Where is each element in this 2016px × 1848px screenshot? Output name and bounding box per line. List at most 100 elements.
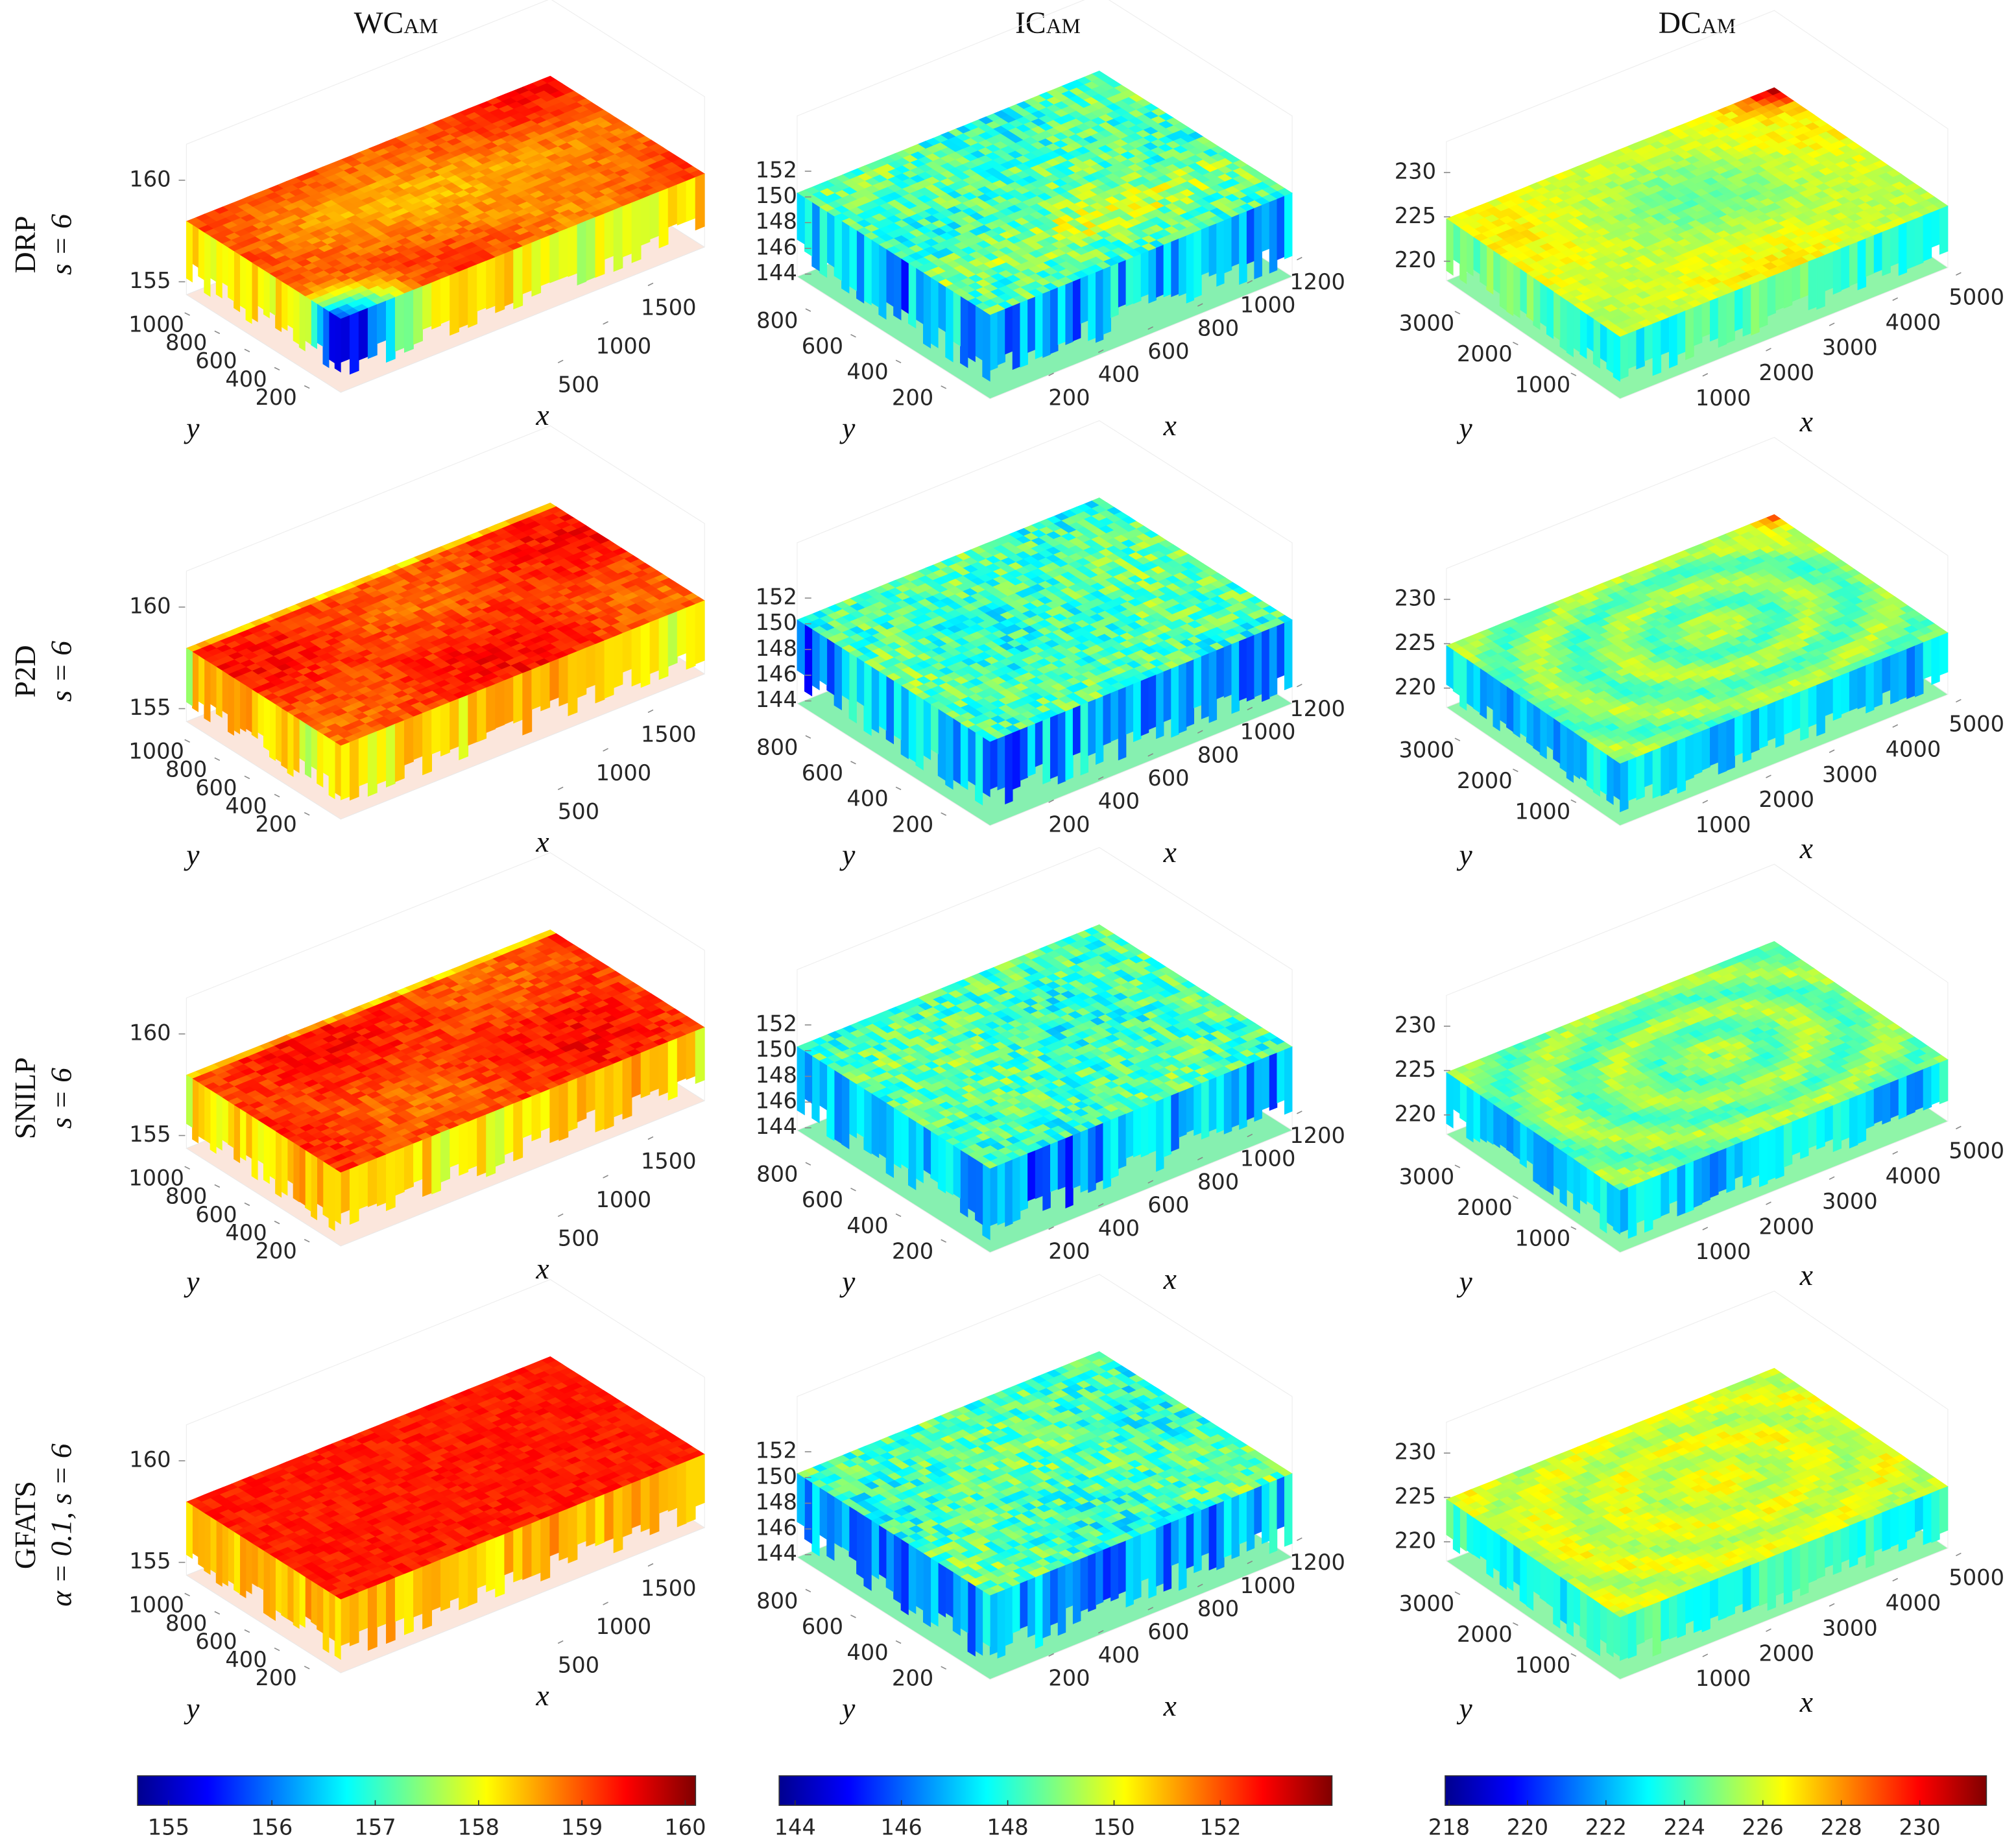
surface-wall <box>1133 254 1142 304</box>
y-axis-label: y <box>184 838 200 871</box>
z-tick-label: 225 <box>1395 203 1436 228</box>
surface-wall <box>1519 268 1527 315</box>
surface-wall <box>1915 215 1924 267</box>
x-tick-label: 1500 <box>641 722 697 747</box>
z-tick-label: 155 <box>129 695 171 720</box>
surface-wall <box>522 242 533 294</box>
y-tick <box>274 793 280 798</box>
surface-wall <box>604 210 614 260</box>
surface-wall <box>997 309 1006 366</box>
surface-wall <box>486 257 496 310</box>
y-tick <box>1570 372 1577 376</box>
surface-wall <box>1742 284 1752 337</box>
surface-wall <box>1718 294 1727 348</box>
surface-wall <box>322 307 330 368</box>
surface-wall <box>1701 300 1710 338</box>
surface-wall <box>311 726 317 771</box>
surface-wall <box>263 696 270 752</box>
x-axis-label: x <box>535 398 549 431</box>
surface-wall <box>204 659 211 723</box>
surface-wall <box>334 315 341 373</box>
surface-wall <box>804 197 813 257</box>
x-tick <box>1956 272 1962 276</box>
x-tick-label: 600 <box>1147 339 1189 364</box>
surface-wall <box>358 307 368 361</box>
surface-wall <box>334 741 341 797</box>
surface-wall <box>1080 275 1089 324</box>
surface-wall <box>1446 218 1454 276</box>
y-axis-label: y <box>839 411 856 444</box>
surface-wall <box>1775 270 1784 311</box>
x-tick <box>557 786 564 791</box>
surface-wall <box>1767 274 1776 317</box>
surface-wall <box>486 684 496 733</box>
surface-wall <box>1800 261 1809 299</box>
y-tick-label: 600 <box>802 333 843 359</box>
surface-wall <box>394 293 405 352</box>
surface-wall <box>1758 278 1768 329</box>
x-tick <box>1829 322 1835 326</box>
surface-wall <box>386 296 396 363</box>
surface-wall <box>1866 235 1875 277</box>
x-tick <box>1892 297 1899 301</box>
y-tick <box>1454 311 1461 315</box>
y-tick <box>941 385 946 389</box>
surface-wall <box>1600 322 1607 363</box>
y-tick <box>214 757 221 762</box>
surface-panel <box>186 0 706 393</box>
y-tick <box>304 385 310 389</box>
surface-wall <box>450 271 460 336</box>
y-tick-label: 400 <box>846 359 888 385</box>
surface-wall <box>1103 266 1111 335</box>
surface-wall <box>311 300 317 350</box>
surface-wall <box>304 723 311 778</box>
y-tick <box>304 811 310 816</box>
x-tick-label: 4000 <box>1886 309 1941 335</box>
surface-wall <box>885 248 894 307</box>
x-tick <box>603 748 608 752</box>
surface-wall <box>878 244 887 320</box>
surface-wall <box>967 300 976 363</box>
surface-wall <box>1539 282 1547 328</box>
surface-wall <box>422 282 432 330</box>
surface-wall <box>1693 304 1703 346</box>
surface-wall <box>317 304 324 347</box>
surface-wall <box>1832 248 1842 295</box>
surface-wall <box>1156 245 1164 298</box>
surface-wall <box>1898 222 1908 276</box>
surface-wall <box>221 670 228 715</box>
surface-wall <box>1652 320 1662 376</box>
x-tick <box>647 282 654 287</box>
surface-wall <box>1223 217 1232 274</box>
surface-wall <box>1486 245 1494 295</box>
surface-wall <box>540 662 551 712</box>
surface-wall <box>870 239 880 308</box>
surface-wall <box>1179 235 1187 296</box>
surface-wall <box>328 738 335 800</box>
surface-wall <box>640 621 651 688</box>
surface-wall <box>477 260 487 312</box>
surface-wall <box>1685 307 1694 361</box>
surface-wall <box>1553 291 1561 341</box>
row-method: P2D <box>8 645 42 697</box>
surface-wall <box>797 192 805 245</box>
x-tick-label: 1000 <box>595 760 651 786</box>
surface-wall <box>1931 209 1940 248</box>
surface-wall <box>677 607 687 657</box>
surface-wall <box>269 273 276 316</box>
surface-wall <box>204 232 211 297</box>
surface-wall <box>413 713 423 760</box>
surface-wall <box>604 636 614 699</box>
surface-wall <box>287 285 294 329</box>
surface-wall <box>930 277 939 348</box>
surface-wall <box>1020 299 1028 368</box>
surface-wall <box>982 309 990 382</box>
surface-wall <box>568 651 578 717</box>
surface-wall <box>287 712 294 777</box>
y-tick-label: 1000 <box>128 739 184 764</box>
surface-wall <box>586 217 596 282</box>
x-tick-label: 1000 <box>595 333 651 359</box>
surface-wall <box>945 286 954 363</box>
surface-wall <box>1506 259 1514 317</box>
surface-wall <box>819 206 828 278</box>
